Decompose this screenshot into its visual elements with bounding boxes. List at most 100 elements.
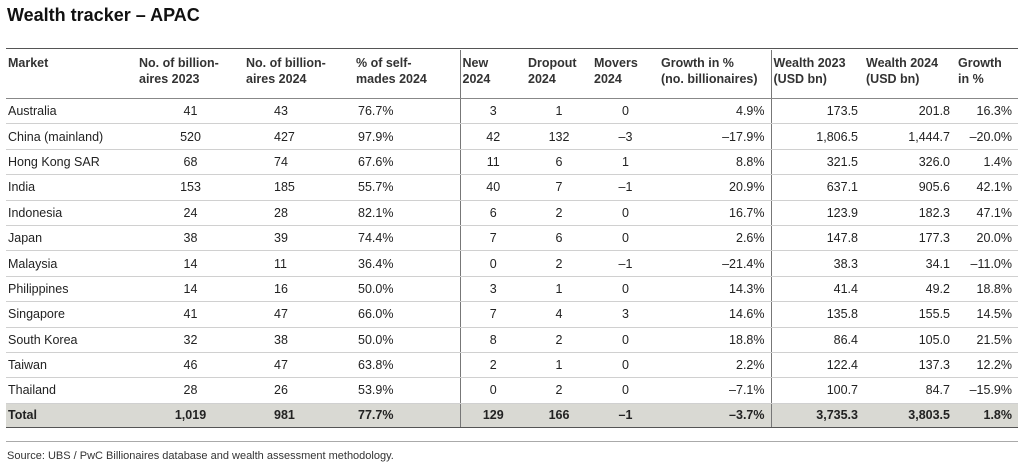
cell-market: Indonesia [6, 200, 137, 226]
cell-w2024: 155.5 [864, 301, 956, 328]
cell-wgrowth: 1.4% [956, 149, 1018, 176]
cell-dropout: 2 [526, 377, 592, 404]
cell-self: 67.6% [354, 149, 460, 176]
cell-growth: –21.4% [659, 250, 771, 277]
cell-w2023: 3,735.3 [770, 403, 864, 428]
cell-dropout: 2 [526, 250, 592, 277]
cell-growth: 4.9% [659, 98, 771, 125]
cell-b2024: 11 [244, 250, 354, 277]
cell-wgrowth: 1.8% [956, 403, 1018, 428]
cell-b2023: 38 [137, 225, 244, 252]
cell-wgrowth: –11.0% [956, 250, 1018, 277]
cell-w2024: 182.3 [864, 200, 956, 226]
cell-growth: 14.6% [659, 301, 771, 328]
cell-new: 129 [459, 403, 526, 428]
cell-b2024: 47 [244, 352, 354, 379]
cell-self: 36.4% [354, 250, 460, 277]
cell-b2024: 47 [244, 301, 354, 328]
cell-b2024: 427 [244, 123, 354, 150]
table-row: Philippines 14 16 50.0% 3 1 0 14.3% 41.4 49.2 18.8… [6, 276, 1018, 303]
cell-growth: 8.8% [659, 149, 771, 176]
cell-movers: 0 [592, 327, 659, 353]
cell-dropout: 4 [526, 301, 592, 328]
col-movers: Movers 2024 [592, 50, 659, 99]
cell-self: 66.0% [354, 301, 460, 328]
cell-b2024: 981 [244, 403, 354, 428]
cell-w2024: 905.6 [864, 174, 956, 201]
cell-b2024: 16 [244, 276, 354, 303]
col-wealth-2023: Wealth 2023 (USD bn) [770, 50, 864, 99]
cell-b2024: 38 [244, 327, 354, 353]
table-row: Australia 41 43 76.7% 3 1 0 4.9% 173.5 201.8 16.3% [6, 98, 1018, 125]
cell-w2023: 122.4 [770, 352, 864, 379]
cell-dropout: 6 [526, 149, 592, 176]
cell-new: 7 [459, 301, 526, 328]
cell-w2023: 86.4 [770, 327, 864, 353]
cell-w2024: 137.3 [864, 352, 956, 379]
cell-b2024: 39 [244, 225, 354, 252]
cell-new: 0 [459, 377, 526, 404]
col-wealth-2024: Wealth 2024 (USD bn) [864, 50, 956, 99]
cell-self: 82.1% [354, 200, 460, 226]
cell-wgrowth: –20.0% [956, 123, 1018, 150]
cell-growth: –7.1% [659, 377, 771, 404]
cell-w2024: 326.0 [864, 149, 956, 176]
cell-movers: 0 [592, 200, 659, 226]
col-new: New 2024 [459, 50, 526, 99]
col-self-mades: % of self-mades 2024 [354, 50, 460, 99]
cell-movers: –3 [592, 123, 659, 150]
col-billionaires-2023: No. of billion-aires 2023 [137, 50, 244, 99]
cell-wgrowth: 21.5% [956, 327, 1018, 353]
cell-w2023: 41.4 [770, 276, 864, 303]
cell-movers: 3 [592, 301, 659, 328]
cell-new: 7 [459, 225, 526, 252]
table-row: Malaysia 14 11 36.4% 0 2 –1 –21.4% 38.3 34.1 –11.0… [6, 250, 1018, 277]
table-row: Indonesia 24 28 82.1% 6 2 0 16.7% 123.9 182.3 47.1… [6, 200, 1018, 226]
cell-self: 55.7% [354, 174, 460, 201]
cell-wgrowth: 18.8% [956, 276, 1018, 303]
cell-market: Taiwan [6, 352, 137, 379]
cell-w2023: 1,806.5 [770, 123, 864, 150]
cell-w2023: 123.9 [770, 200, 864, 226]
cell-new: 11 [459, 149, 526, 176]
cell-w2024: 84.7 [864, 377, 956, 404]
cell-dropout: 166 [526, 403, 592, 428]
cell-b2023: 41 [137, 98, 244, 125]
cell-dropout: 1 [526, 98, 592, 125]
col-market: Market [6, 50, 137, 99]
table-row: Hong Kong SAR 68 74 67.6% 11 6 1 8.8% 321.5 326.0… [6, 149, 1018, 176]
cell-growth: 20.9% [659, 174, 771, 201]
cell-growth: 2.6% [659, 225, 771, 252]
col-growth-count: Growth in % (no. billionaires) [659, 50, 771, 99]
cell-w2024: 34.1 [864, 250, 956, 277]
cell-b2023: 41 [137, 301, 244, 328]
cell-b2023: 28 [137, 377, 244, 404]
table-row: India 153 185 55.7% 40 7 –1 20.9% 637.1 905.6 42.1… [6, 174, 1018, 201]
col-dropout: Dropout 2024 [526, 50, 592, 99]
cell-b2024: 185 [244, 174, 354, 201]
cell-new: 6 [459, 200, 526, 226]
header-row: Market No. of billion-aires 2023 No. of … [6, 50, 1018, 99]
cell-w2023: 38.3 [770, 250, 864, 277]
cell-wgrowth: 16.3% [956, 98, 1018, 125]
table-row: Taiwan 46 47 63.8% 2 1 0 2.2% 122.4 137.3 12.2% [6, 352, 1018, 379]
cell-growth: 18.8% [659, 327, 771, 353]
cell-w2023: 173.5 [770, 98, 864, 125]
cell-dropout: 2 [526, 327, 592, 353]
source-note: Source: UBS / PwC Billionaires database … [7, 450, 394, 462]
cell-b2023: 32 [137, 327, 244, 353]
cell-wgrowth: 47.1% [956, 200, 1018, 226]
cell-b2023: 14 [137, 250, 244, 277]
cell-movers: –1 [592, 403, 659, 428]
table-row: China (mainland) 520 427 97.9% 42 132 –3 –17.9%… [6, 123, 1018, 150]
cell-dropout: 2 [526, 200, 592, 226]
table-row: Singapore 41 47 66.0% 7 4 3 14.6% 135.8 155.5 14.5… [6, 301, 1018, 328]
cell-dropout: 6 [526, 225, 592, 252]
cell-dropout: 7 [526, 174, 592, 201]
cell-b2024: 26 [244, 377, 354, 404]
table-row: South Korea 32 38 50.0% 8 2 0 18.8% 86.4 105.0 21.… [6, 327, 1018, 353]
cell-market: Hong Kong SAR [6, 149, 137, 176]
wealth-table: Market No. of billion-aires 2023 No. of … [6, 50, 1018, 428]
cell-b2024: 43 [244, 98, 354, 125]
cell-new: 2 [459, 352, 526, 379]
